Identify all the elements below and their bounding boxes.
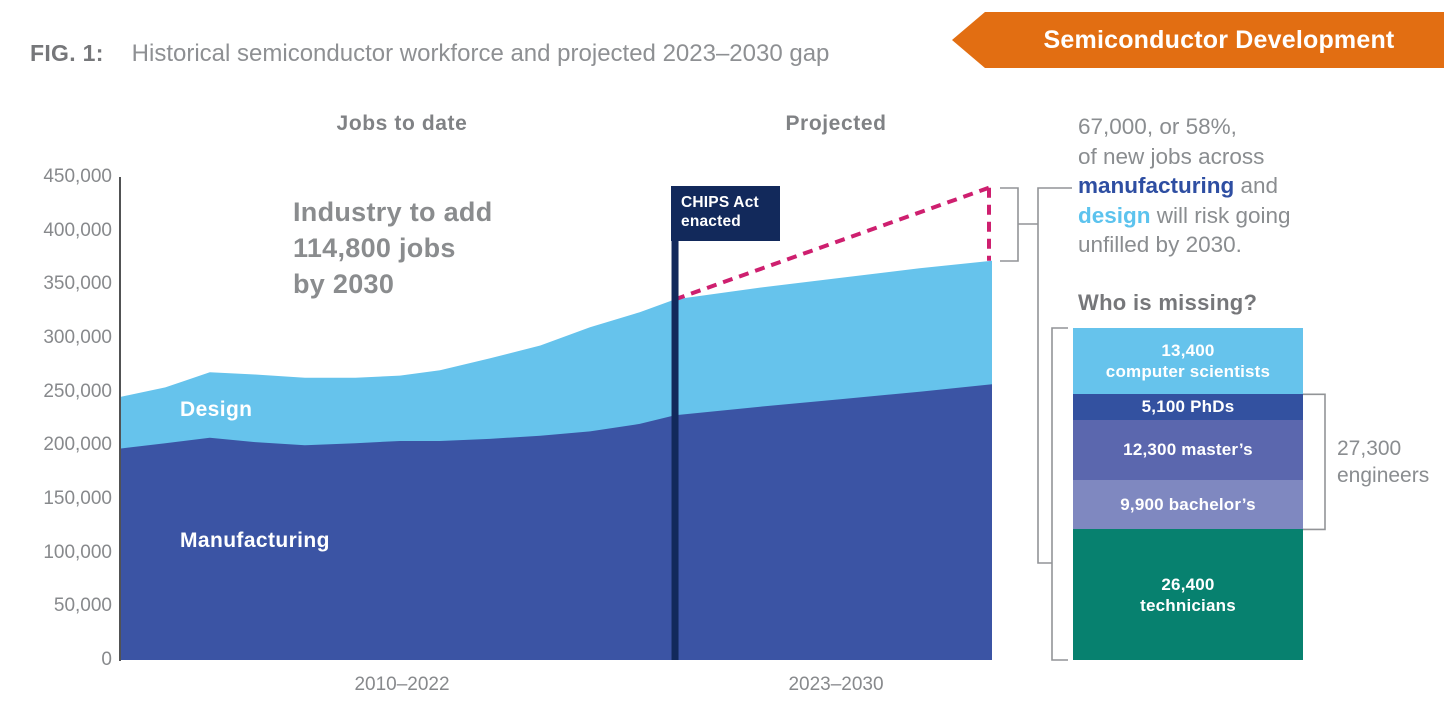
figure-title-row: FIG. 1: Historical semiconductor workfor… bbox=[30, 40, 829, 68]
bar-segment-computer-scientists: 13,400 computer scientists bbox=[1073, 328, 1303, 395]
bar-segment-label-computer-scientists: 13,400 computer scientists bbox=[1105, 341, 1271, 382]
design-series-label: Design bbox=[180, 398, 253, 421]
gap-note-line3-rest: and bbox=[1234, 173, 1279, 198]
gap-note-line4-rest: will risk going bbox=[1150, 202, 1291, 228]
gap-note-line1: 67,000, or 58%, bbox=[1078, 114, 1237, 139]
bar-segment-label-bachelors: 9,900 bachelor’s bbox=[1120, 495, 1256, 515]
y-tick-350000: 350,000 bbox=[43, 273, 112, 295]
y-tick-400000: 400,000 bbox=[43, 219, 112, 241]
y-tick-250000: 250,000 bbox=[43, 380, 112, 402]
y-tick-50000: 50,000 bbox=[53, 595, 112, 617]
figure-number: FIG. 1: bbox=[30, 40, 104, 66]
engineers-total-label: 27,300 engineers bbox=[1337, 437, 1430, 487]
y-tick-150000: 150,000 bbox=[43, 488, 112, 509]
y-axis-line bbox=[119, 177, 121, 661]
gap-note-line3: manufacturing and bbox=[1078, 171, 1291, 201]
y-tick-450000: 450,000 bbox=[43, 166, 112, 187]
y-tick-300000: 300,000 bbox=[43, 327, 112, 348]
bar-segment-bachelors: 9,900 bachelor’s bbox=[1073, 480, 1303, 530]
y-tick-100000: 100,000 bbox=[43, 541, 112, 563]
projected-demand-dashed-line bbox=[674, 185, 990, 302]
section-header-projected: Projected bbox=[785, 112, 887, 135]
bar-segment-masters: 12,300 master’s bbox=[1073, 419, 1303, 481]
manufacturing-series-label: Manufacturing bbox=[180, 529, 330, 552]
manufacturing-highlight: manufacturing bbox=[1078, 173, 1235, 198]
bar-segment-technicians: 26,400 technicians bbox=[1073, 529, 1303, 660]
section-header-jobs-to-date: Jobs to date bbox=[336, 112, 468, 135]
who-is-missing-heading: Who is missing? bbox=[1078, 290, 1258, 315]
x-axis-label-2023-2030: 2023–2030 bbox=[788, 674, 884, 695]
design-highlight: design bbox=[1078, 202, 1151, 228]
gap-bracket bbox=[1000, 187, 1019, 262]
missing-bar-left-bracket bbox=[1051, 327, 1068, 661]
bar-segment-label-phds: 5,100 PhDs bbox=[1141, 397, 1235, 417]
category-banner-label: Semiconductor Development bbox=[1043, 25, 1395, 54]
figure-title: Historical semiconductor workforce and p… bbox=[131, 40, 830, 67]
manufacturing-area bbox=[120, 384, 992, 660]
gap-note-line2: of new jobs across bbox=[1078, 143, 1265, 169]
chips-act-flag: CHIPS Act enacted bbox=[671, 186, 780, 241]
gap-note: 67,000, or 58%, of new jobs across manuf… bbox=[1078, 112, 1291, 260]
bar-segment-label-technicians: 26,400 technicians bbox=[1140, 574, 1236, 615]
engineers-bracket bbox=[1303, 393, 1326, 531]
bar-segment-phds: 5,100 PhDs bbox=[1073, 394, 1303, 420]
y-tick-200000: 200,000 bbox=[43, 434, 112, 456]
y-tick-0: 0 bbox=[101, 649, 112, 670]
chips-act-pole bbox=[671, 186, 679, 660]
bar-segment-label-masters: 12,300 master’s bbox=[1123, 440, 1253, 460]
gap-to-bar-link bbox=[1037, 187, 1072, 564]
gap-note-line5: unfilled by 2030. bbox=[1078, 232, 1242, 257]
chips-act-flag-line2: enacted bbox=[681, 213, 741, 230]
missing-workers-stacked-bar: 13,400 computer scientists 5,100 PhDs 12,3… bbox=[1073, 328, 1303, 660]
category-banner: Semiconductor Development bbox=[952, 12, 1444, 68]
chips-act-flag-line1: CHIPS Act bbox=[681, 194, 759, 211]
x-axis-label-2010-2022: 2010–2022 bbox=[354, 674, 450, 695]
gap-note-line4: design will risk going bbox=[1078, 201, 1291, 231]
industry-growth-annotation: Industry to add 114,800 jobs by 2030 bbox=[293, 197, 493, 299]
